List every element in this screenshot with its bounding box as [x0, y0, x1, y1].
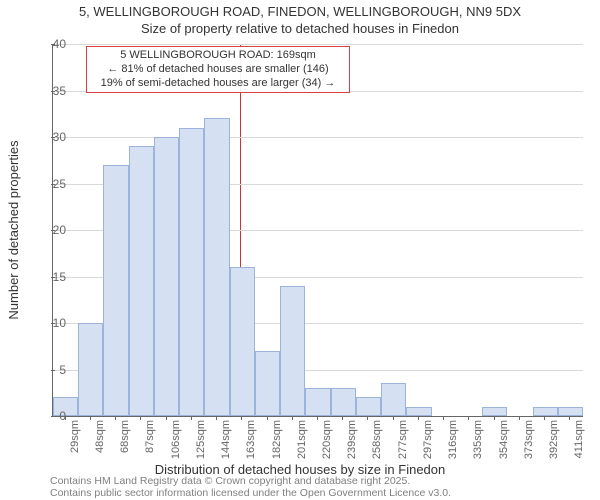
x-tick-label: 239sqm: [346, 420, 358, 459]
x-tick-label: 297sqm: [422, 420, 434, 459]
histogram-bar: [406, 407, 431, 416]
x-tick-label: 87sqm: [144, 420, 156, 453]
chart-subtitle: Size of property relative to detached ho…: [0, 21, 600, 36]
histogram-bar: [154, 137, 179, 416]
histogram-bar: [331, 388, 356, 416]
chart-container: 5, WELLINGBOROUGH ROAD, FINEDON, WELLING…: [0, 0, 600, 500]
chart-title: 5, WELLINGBOROUGH ROAD, FINEDON, WELLING…: [0, 0, 600, 21]
histogram-bar: [78, 323, 103, 416]
footer-line2: Contains public sector information licen…: [50, 487, 451, 500]
x-tick-mark: [292, 416, 293, 420]
x-tick-label: 106sqm: [170, 420, 182, 459]
x-tick-label: 392sqm: [548, 420, 560, 459]
histogram-bar: [482, 407, 507, 416]
y-tick-mark: [51, 184, 55, 185]
x-tick-label: 220sqm: [321, 420, 333, 459]
x-tick-mark: [342, 416, 343, 420]
x-tick-mark: [267, 416, 268, 420]
grid-line: [53, 44, 583, 45]
x-tick-mark: [65, 416, 66, 420]
x-tick-mark: [90, 416, 91, 420]
x-tick-mark: [418, 416, 419, 420]
x-tick-mark: [569, 416, 570, 420]
y-tick-mark: [51, 370, 55, 371]
annotation-line: 19% of semi-detached houses are larger (…: [93, 77, 343, 91]
histogram-bar: [230, 267, 255, 416]
x-tick-mark: [140, 416, 141, 420]
x-tick-label: 29sqm: [69, 420, 81, 453]
annotation-box: 5 WELLINGBOROUGH ROAD: 169sqm ← 81% of d…: [86, 46, 350, 93]
y-tick-mark: [51, 137, 55, 138]
histogram-bar: [305, 388, 330, 416]
histogram-bar: [179, 128, 204, 416]
x-tick-mark: [443, 416, 444, 420]
footer-line1: Contains HM Land Registry data © Crown c…: [50, 475, 451, 488]
histogram-bar: [356, 397, 381, 416]
histogram-bar: [103, 165, 128, 416]
x-tick-label: 258sqm: [371, 420, 383, 459]
x-tick-mark: [544, 416, 545, 420]
y-tick-mark: [51, 277, 55, 278]
x-tick-label: 354sqm: [498, 420, 510, 459]
x-tick-mark: [367, 416, 368, 420]
grid-line: [53, 137, 583, 138]
x-tick-mark: [393, 416, 394, 420]
y-tick-mark: [51, 91, 55, 92]
y-tick-mark: [51, 230, 55, 231]
annotation-line: 5 WELLINGBOROUGH ROAD: 169sqm: [93, 49, 343, 63]
x-tick-label: 182sqm: [271, 420, 283, 459]
x-tick-label: 125sqm: [195, 420, 207, 459]
x-tick-label: 163sqm: [245, 420, 257, 459]
histogram-bar: [255, 351, 280, 416]
footer-text: Contains HM Land Registry data © Crown c…: [50, 475, 451, 500]
x-tick-label: 68sqm: [119, 420, 131, 453]
y-tick-mark: [51, 323, 55, 324]
annotation-line: ← 81% of detached houses are smaller (14…: [93, 63, 343, 77]
x-tick-label: 316sqm: [447, 420, 459, 459]
x-tick-label: 277sqm: [397, 420, 409, 459]
x-tick-mark: [468, 416, 469, 420]
x-tick-mark: [166, 416, 167, 420]
x-tick-label: 411sqm: [573, 420, 585, 458]
x-tick-label: 335sqm: [472, 420, 484, 459]
histogram-bar: [533, 407, 558, 416]
x-tick-mark: [317, 416, 318, 420]
plot-area: [52, 44, 583, 417]
x-tick-mark: [241, 416, 242, 420]
x-tick-label: 201sqm: [296, 420, 308, 459]
y-axis-label: Number of detached properties: [6, 140, 21, 319]
histogram-bar: [129, 146, 154, 416]
x-tick-mark: [494, 416, 495, 420]
x-tick-label: 144sqm: [220, 420, 232, 459]
x-tick-mark: [216, 416, 217, 420]
histogram-bar: [381, 383, 406, 416]
histogram-bar: [280, 286, 305, 416]
histogram-bar: [204, 118, 229, 416]
x-tick-mark: [115, 416, 116, 420]
x-tick-label: 48sqm: [94, 420, 106, 453]
x-tick-mark: [191, 416, 192, 420]
histogram-bar: [558, 407, 583, 416]
y-tick-mark: [51, 416, 55, 417]
x-tick-mark: [519, 416, 520, 420]
x-tick-label: 373sqm: [523, 420, 535, 459]
y-tick-mark: [51, 44, 55, 45]
